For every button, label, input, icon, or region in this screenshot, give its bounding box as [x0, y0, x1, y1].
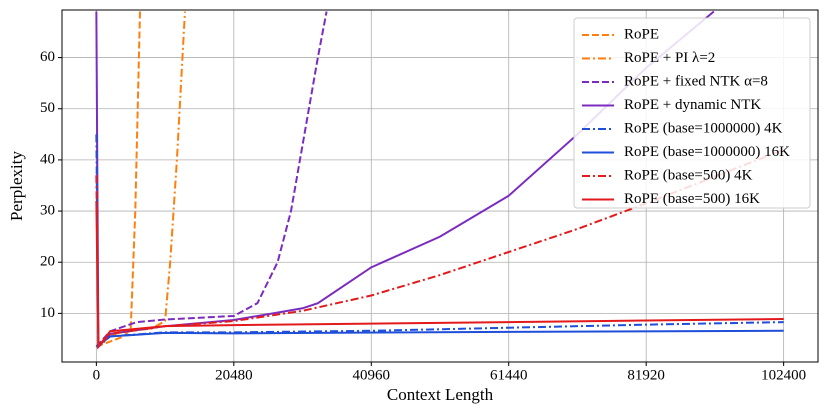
y-tick-label: 10 [40, 305, 55, 321]
legend: RoPE RoPE + PI λ=2 RoPE + fixed NTK α=8 RoP… [573, 17, 811, 209]
legend-label: RoPE + PI λ=2 [624, 50, 715, 66]
y-tick-label: 20 [40, 254, 55, 270]
line [95, 329, 784, 348]
x-tick-label: 0 [93, 367, 101, 383]
y-tick-label: 40 [40, 151, 55, 167]
legend-label: RoPE (base=500) 16K [624, 191, 760, 207]
legend-label: RoPE (base=1000000) 16K [624, 144, 790, 160]
y-axis-label: Perplexity [7, 151, 26, 221]
line [95, 148, 785, 350]
x-tick-label: 20480 [215, 367, 253, 383]
x-tick-label: 40960 [353, 367, 391, 383]
x-tick-label: 81920 [627, 367, 665, 383]
legend-label: RoPE + fixed NTK α=8 [624, 73, 768, 89]
y-tick-label: 60 [40, 49, 55, 65]
legend-label: RoPE [624, 26, 659, 42]
line [95, 200, 784, 350]
legend-box [573, 17, 811, 209]
legend-label: RoPE + dynamic NTK [624, 97, 761, 113]
x-tick-label: 102400 [761, 367, 806, 383]
line [95, 11, 186, 348]
x-axis-label: Context Length [387, 385, 494, 404]
x-tick-label: 61440 [490, 367, 528, 383]
legend-label: RoPE (base=1000000) 4K [624, 120, 783, 136]
line [95, 11, 328, 348]
y-tick-label: 30 [40, 203, 55, 219]
legend-label: RoPE (base=500) 4K [624, 167, 753, 183]
line [96, 11, 141, 348]
axes-frame [61, 9, 819, 363]
y-tick-label: 50 [40, 100, 55, 116]
